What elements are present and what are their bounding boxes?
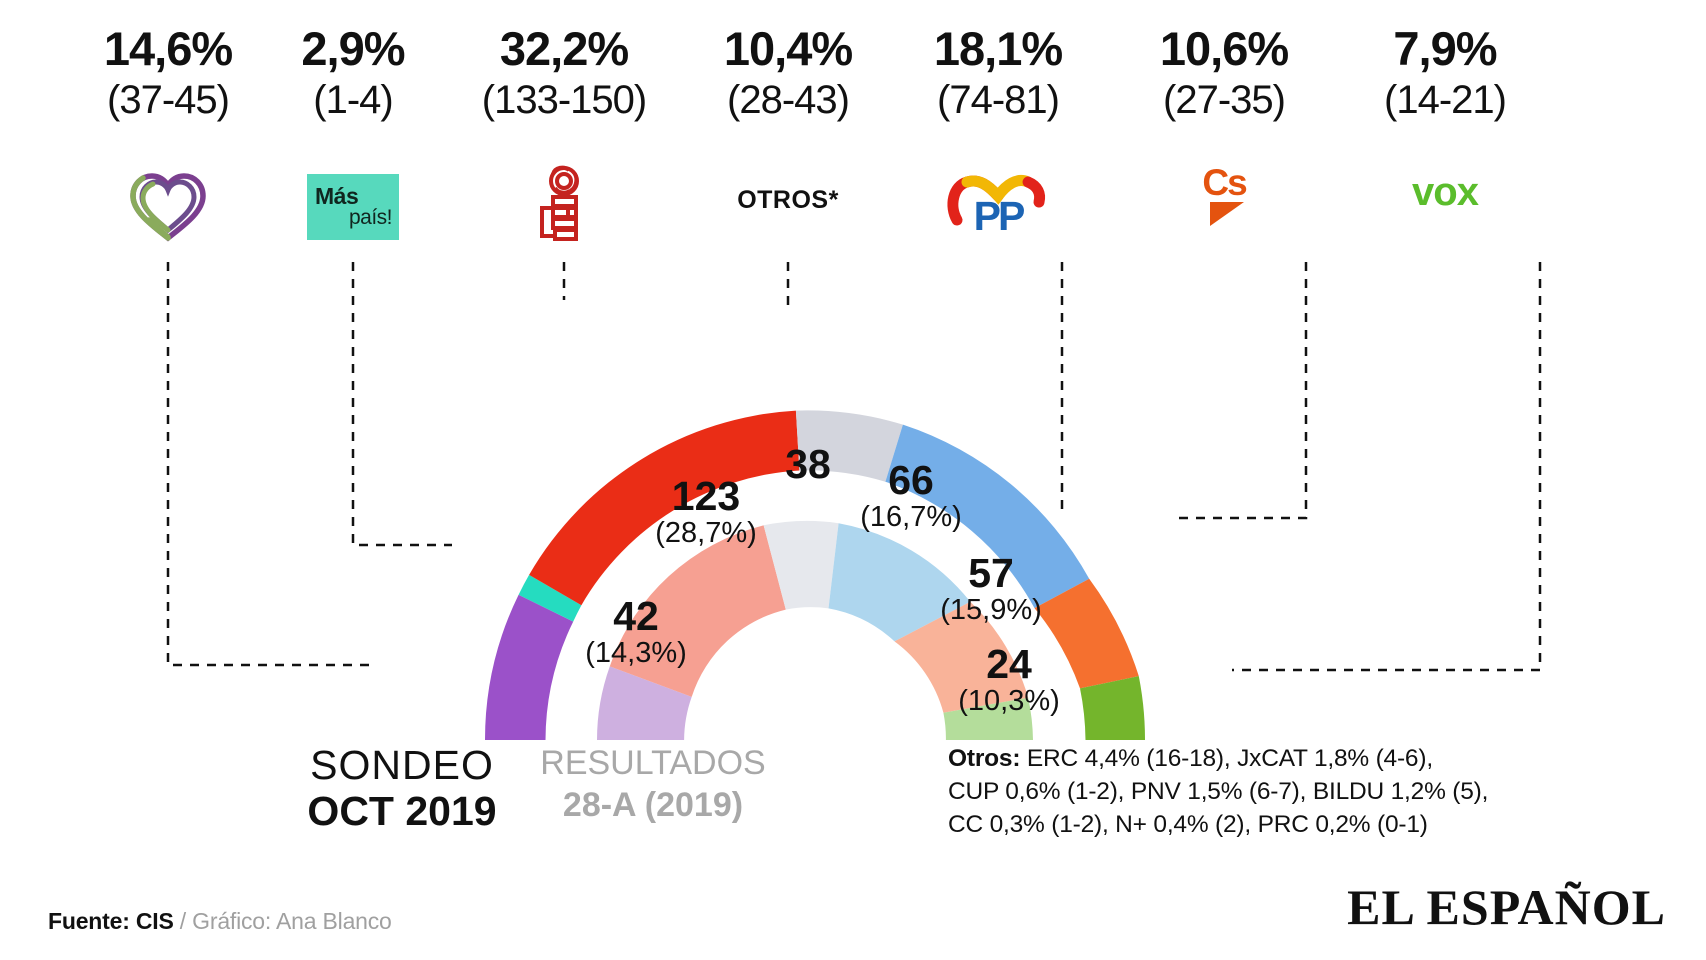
mas-pais-line1: Más <box>315 183 359 209</box>
inner-label-psoe-seats: 123 <box>672 473 740 519</box>
header-range-ciudadanos: (27-35) <box>1163 78 1286 122</box>
logo-col-unidas-podemos <box>58 164 278 251</box>
header-range-vox: (14-21) <box>1384 78 1507 122</box>
caption-sondeo: SONDEO OCT 2019 <box>272 742 532 834</box>
inner-ring-resultados <box>597 520 1033 740</box>
logo-col-vox: vox <box>1350 172 1540 212</box>
header-range-pp: (74-81) <box>937 78 1060 122</box>
mas-pais-line2: país! <box>348 206 393 229</box>
logo-col-ciudadanos: Cs <box>1124 162 1324 226</box>
connector-mas-pais <box>351 262 452 547</box>
header-col-psoe: 32,2% (133-150) <box>444 22 684 124</box>
inner-seg-unidas-podemos <box>597 666 692 740</box>
inner-seg-vox <box>943 697 1033 740</box>
inner-seg-ciudadanos <box>894 601 1029 713</box>
inner-label-ciudadanos-seats: 57 <box>968 550 1014 596</box>
header-range-unidas-podemos: (37-45) <box>107 78 230 122</box>
header-range-otros: (28-43) <box>727 78 850 122</box>
header-col-mas-pais: 2,9% (1-4) <box>268 22 438 124</box>
header-pct-ciudadanos: 10,6% <box>1159 22 1289 75</box>
source-line: Fuente: CIS / Gráfico: Ana Blanco <box>48 908 392 935</box>
outer-seg-psoe <box>529 410 800 606</box>
header-col-otros: 10,4% (28-43) <box>688 22 888 124</box>
header-percentage-row: 14,6% (37-45) 2,9% (1-4) 32,2% (133-150)… <box>0 22 1706 142</box>
inner-label-vox-pct: (10,3%) <box>958 685 1060 717</box>
logo-col-psoe <box>444 164 684 255</box>
otros-footnote: Otros: ERC 4,4% (16-18), JxCAT 1,8% (4-6… <box>948 742 1678 841</box>
source-credit: / Gráfico: Ana Blanco <box>173 908 392 934</box>
header-col-vox: 7,9% (14-21) <box>1350 22 1540 124</box>
inner-seg-pp <box>828 523 971 642</box>
outer-seg-vox <box>1080 676 1146 740</box>
cs-text: Cs <box>1202 162 1247 203</box>
party-logo-row: Más país! OTROS* <box>0 160 1706 260</box>
caption-resultados: RESULTADOS 28-A (2019) <box>528 742 778 826</box>
otros-footnote-line3: CC 0,3% (1-2), N+ 0,4% (2), PRC 0,2% (0-… <box>948 811 1428 838</box>
otros-footnote-line2: CUP 0,6% (1-2), PNV 1,5% (6-7), BILDU 1,… <box>948 778 1489 805</box>
header-pct-psoe: 32,2% <box>499 22 629 75</box>
inner-label-pp-pct: (16,7%) <box>860 501 962 533</box>
otros-footnote-line1: ERC 4,4% (16-18), JxCAT 1,8% (4-6), <box>1020 745 1433 772</box>
inner-label-ciudadanos-pct: (15,9%) <box>940 594 1042 626</box>
logo-col-otros: OTROS* <box>688 186 888 215</box>
inner-seg-otros <box>763 520 839 610</box>
outer-ring-sondeo <box>484 410 1146 740</box>
connector-ciudadanos <box>1176 262 1308 520</box>
otros-footnote-row1: Otros: ERC 4,4% (16-18), JxCAT 1,8% (4-6… <box>948 742 1678 775</box>
header-range-psoe: (133-150) <box>481 78 647 122</box>
inner-label-otros-seats: 38 <box>785 441 831 487</box>
header-col-pp: 18,1% (74-81) <box>898 22 1098 124</box>
inner-label-psoe-pct: (28,7%) <box>655 517 757 549</box>
header-pct-pp: 18,1% <box>933 22 1063 75</box>
outer-seg-unidas-podemos <box>484 594 574 740</box>
header-pct-otros: 10,4% <box>723 22 853 75</box>
caption-resultados-line2: 28-A (2019) <box>562 786 744 824</box>
inner-seg-psoe <box>609 525 786 697</box>
podemos-heart-icon <box>130 173 206 242</box>
outer-seg-pp <box>885 424 1090 609</box>
header-pct-mas-pais: 2,9% <box>301 22 405 75</box>
caption-sondeo-line2: OCT 2019 <box>307 788 497 834</box>
mas-pais-logo: Más país! <box>307 174 399 240</box>
cs-triangle-icon <box>1210 202 1244 226</box>
outer-seg-otros <box>795 410 903 482</box>
pp-logo: PP <box>947 175 1046 239</box>
connector-vox <box>1232 262 1542 672</box>
header-col-unidas-podemos: 14,6% (37-45) <box>58 22 278 124</box>
header-col-ciudadanos: 10,6% (27-35) <box>1124 22 1324 124</box>
logo-col-mas-pais: Más país! <box>268 174 438 245</box>
logo-col-pp: PP <box>898 168 1098 243</box>
inner-label-pp-seats: 66 <box>888 457 934 503</box>
source-bold: Fuente: CIS <box>48 908 174 934</box>
header-range-mas-pais: (1-4) <box>313 78 393 122</box>
psoe-fist-rose-icon <box>540 165 579 241</box>
caption-sondeo-line1: SONDEO <box>310 742 494 788</box>
otros-footnote-label: Otros: <box>948 745 1021 772</box>
brand-logo: EL ESPAÑOL <box>1347 879 1666 935</box>
inner-label-unidas-podemos-pct: (14,3%) <box>585 637 687 669</box>
outer-seg-mas-pais <box>518 574 582 622</box>
inner-label-vox-seats: 24 <box>986 641 1032 687</box>
otros-text-label: OTROS* <box>737 186 839 214</box>
outer-seg-ciudadanos <box>1034 578 1139 689</box>
vox-text: vox <box>1412 170 1479 214</box>
inner-label-unidas-podemos-seats: 42 <box>613 593 659 639</box>
caption-resultados-line1: RESULTADOS <box>540 744 766 782</box>
header-pct-vox: 7,9% <box>1393 22 1497 75</box>
header-pct-unidas-podemos: 14,6% <box>103 22 233 75</box>
svg-text:PP: PP <box>974 193 1024 238</box>
